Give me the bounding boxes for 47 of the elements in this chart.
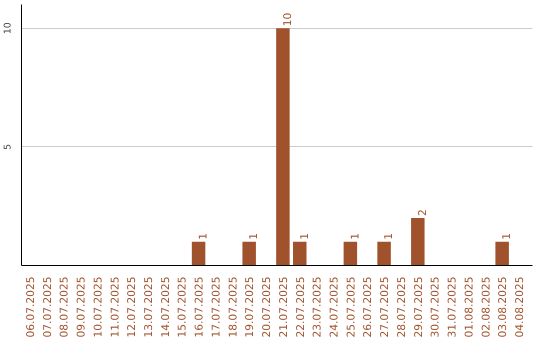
bar [411, 218, 425, 266]
bar [276, 28, 290, 266]
x-tick-label: 19.07.2025 [243, 276, 256, 338]
x-tick-label: 08.07.2025 [58, 276, 71, 338]
x-tick-label: 23.07.2025 [310, 276, 324, 338]
x-tick-label: 13.07.2025 [142, 276, 155, 338]
x-tick-label: 21.07.2025 [276, 276, 290, 338]
x-tick-label: 01.08.2025 [462, 276, 476, 338]
bar [242, 242, 256, 266]
x-tick-label: 07.07.2025 [40, 276, 54, 338]
x-tick-label: 31.07.2025 [446, 276, 459, 338]
data-label: 10 [280, 12, 294, 26]
x-tick-label: 26.07.2025 [361, 276, 374, 338]
x-tick-label: 06.07.2025 [24, 276, 37, 338]
x-tick-label: 24.07.2025 [327, 276, 340, 338]
x-tick-label: 18.07.2025 [226, 276, 240, 338]
x-tick-label: 15.07.2025 [176, 276, 189, 338]
x-tick-label: 22.07.2025 [294, 276, 307, 338]
x-tick-label: 10.07.2025 [91, 276, 104, 338]
x-tick-label: 28.07.2025 [394, 276, 408, 338]
data-label: 1 [196, 232, 210, 240]
x-tick-label: 20.07.2025 [260, 276, 274, 338]
x-tick-label: 02.08.2025 [479, 276, 492, 338]
x-tick-label: 30.07.2025 [428, 276, 442, 338]
x-tick-label: 04.08.2025 [513, 276, 526, 338]
bar [192, 242, 206, 266]
bar [495, 242, 509, 266]
data-label: 1 [247, 232, 260, 240]
y-tick-label: 5 [2, 144, 14, 150]
data-label: 1 [298, 232, 311, 240]
x-tick-label: 27.07.2025 [378, 276, 392, 338]
data-label: 1 [500, 232, 514, 240]
data-label: 1 [382, 232, 396, 240]
data-label: 2 [416, 209, 429, 216]
x-tick-label: 12.07.2025 [125, 276, 138, 338]
x-tick-label: 14.07.2025 [158, 276, 172, 338]
x-tick-label: 09.07.2025 [74, 276, 88, 338]
data-label: 1 [348, 232, 362, 240]
x-tick-label: 29.07.2025 [412, 276, 425, 338]
x-tick-label: 16.07.2025 [192, 276, 206, 338]
x-tick-label: 17.07.2025 [209, 276, 222, 338]
x-tick-label: 11.07.2025 [108, 276, 122, 338]
bar [293, 242, 307, 266]
bar [344, 242, 358, 266]
x-tick-label: 25.07.2025 [344, 276, 358, 338]
x-tick-label: 03.08.2025 [496, 276, 510, 338]
bar [377, 242, 391, 266]
